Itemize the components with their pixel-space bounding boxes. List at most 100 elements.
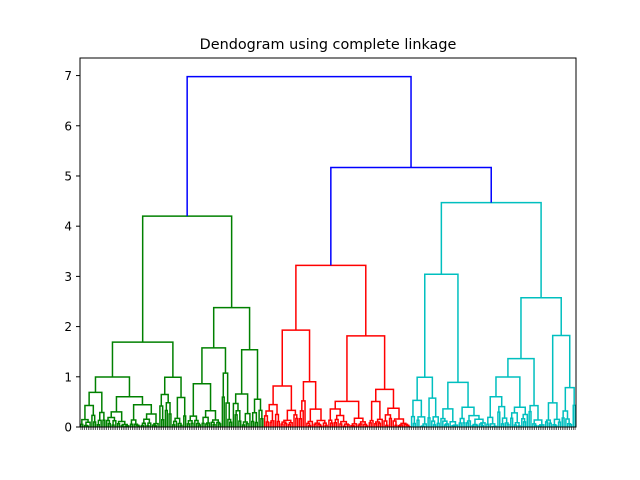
dendrogram-link bbox=[474, 418, 484, 425]
dendrogram-link bbox=[387, 407, 400, 419]
dendrogram-link bbox=[444, 423, 450, 427]
dendrogram-link bbox=[480, 422, 486, 427]
dendrogram-link bbox=[93, 421, 97, 427]
dendrogram-link bbox=[495, 376, 521, 408]
root-link bbox=[186, 75, 412, 217]
dendrogram-link bbox=[351, 423, 358, 427]
dendrogram-link bbox=[293, 414, 298, 427]
dendrogram-link bbox=[422, 423, 428, 427]
y-axis: 0 1 2 3 4 5 6 7 bbox=[64, 69, 80, 435]
dendrogram-link bbox=[462, 422, 466, 427]
dendrogram-link bbox=[489, 395, 503, 418]
dendrogram-link bbox=[468, 414, 480, 421]
dendrogram-link bbox=[115, 396, 144, 412]
dendrogram-link bbox=[91, 414, 96, 427]
dendrogram-link bbox=[251, 412, 258, 423]
dendrogram-link bbox=[298, 418, 303, 427]
dendrogram-link bbox=[510, 417, 514, 427]
dendrogram-link bbox=[221, 396, 225, 427]
dendrogram-link bbox=[135, 424, 140, 427]
dendrogram-link bbox=[160, 419, 165, 427]
dendrogram-link bbox=[194, 419, 199, 427]
y-tick-label: 4 bbox=[64, 220, 72, 234]
dendrogram-link bbox=[272, 385, 293, 411]
dendrogram-link bbox=[202, 416, 209, 424]
dendrogram-link bbox=[234, 393, 249, 414]
dendrogram-link bbox=[212, 306, 251, 350]
dendrogram-link bbox=[478, 423, 484, 427]
dendrogram-link bbox=[506, 423, 510, 427]
dendrogram-link bbox=[522, 413, 529, 427]
dendrogram-link bbox=[238, 420, 242, 427]
dendrogram-link bbox=[211, 419, 219, 423]
dendrogram-link bbox=[517, 425, 521, 427]
dendrogram-link bbox=[528, 410, 532, 427]
dendrogram-link bbox=[537, 425, 542, 427]
dendrogram-link bbox=[458, 422, 462, 427]
dendrogram-link bbox=[309, 408, 322, 422]
dendrogram-link bbox=[107, 422, 112, 427]
dendrogram-link bbox=[440, 417, 446, 427]
dendrogram-link bbox=[190, 422, 194, 427]
dendrogram-link bbox=[245, 422, 249, 427]
dendrogram-link bbox=[183, 415, 187, 427]
dendrogram-link bbox=[276, 420, 281, 427]
dendrogram-link bbox=[281, 329, 311, 387]
y-tick-label: 6 bbox=[64, 119, 72, 133]
dendrogram-link bbox=[212, 423, 216, 427]
dendrogram-link bbox=[447, 381, 469, 409]
dendrogram-link bbox=[269, 421, 273, 427]
dendrogram-link bbox=[125, 425, 130, 427]
dendrogram-link bbox=[562, 410, 569, 420]
dendrogram-link bbox=[465, 422, 470, 427]
dendrogram-link bbox=[111, 341, 174, 378]
dendrogram-link bbox=[163, 376, 182, 398]
dendrogram-link bbox=[544, 421, 549, 427]
dendrogram-link bbox=[335, 414, 345, 422]
dendrogram-link bbox=[80, 423, 84, 427]
dendrogram-link bbox=[295, 264, 367, 336]
dendrogram-link bbox=[497, 411, 501, 427]
dendrogram-link bbox=[553, 418, 561, 425]
dendrogram-link bbox=[398, 424, 404, 427]
dendrogram-link bbox=[561, 417, 565, 427]
dendrogram-link bbox=[270, 420, 275, 427]
dendrogram-link bbox=[432, 424, 437, 427]
plot-frame bbox=[79, 57, 577, 428]
dendrogram-link bbox=[547, 402, 558, 421]
dendrogram-link bbox=[176, 396, 186, 419]
dendrogram-link bbox=[364, 425, 369, 427]
dendrogram-link bbox=[265, 421, 270, 427]
dendrogram-link bbox=[107, 416, 116, 421]
dendrogram-link bbox=[403, 423, 409, 427]
dendrogram-link bbox=[168, 413, 172, 427]
dendrogram-link bbox=[520, 297, 562, 359]
dendrogram-link bbox=[143, 418, 151, 424]
dendrogram-link bbox=[159, 405, 164, 427]
dendrogram-link bbox=[507, 357, 535, 406]
dendrogram-link bbox=[459, 417, 465, 423]
dendrogram-link bbox=[329, 408, 341, 421]
dendrogram-link bbox=[240, 348, 259, 400]
dendrogram-link bbox=[552, 424, 557, 427]
y-tick-label: 2 bbox=[64, 320, 72, 334]
dendrogram-link bbox=[353, 417, 364, 424]
dendrogram-link bbox=[172, 424, 176, 427]
dendrogram-link bbox=[346, 335, 386, 402]
dendrogram-link bbox=[522, 421, 527, 427]
dendrogram-link bbox=[204, 409, 217, 421]
dendrogram-link bbox=[343, 423, 349, 427]
dendrogram-link bbox=[358, 423, 363, 427]
dendrogram-link bbox=[232, 402, 239, 427]
dendrogram-link bbox=[141, 215, 233, 343]
dendrogram-link bbox=[253, 398, 262, 413]
dendrogram-link bbox=[384, 414, 392, 421]
dendrogram-links bbox=[80, 75, 576, 428]
chart-title: Dendogram using complete linkage bbox=[200, 37, 457, 53]
dendrogram-link bbox=[94, 376, 131, 397]
dendrogram-link bbox=[400, 422, 407, 425]
y-tick-label: 3 bbox=[64, 270, 72, 284]
dendrogram-link bbox=[334, 400, 360, 419]
